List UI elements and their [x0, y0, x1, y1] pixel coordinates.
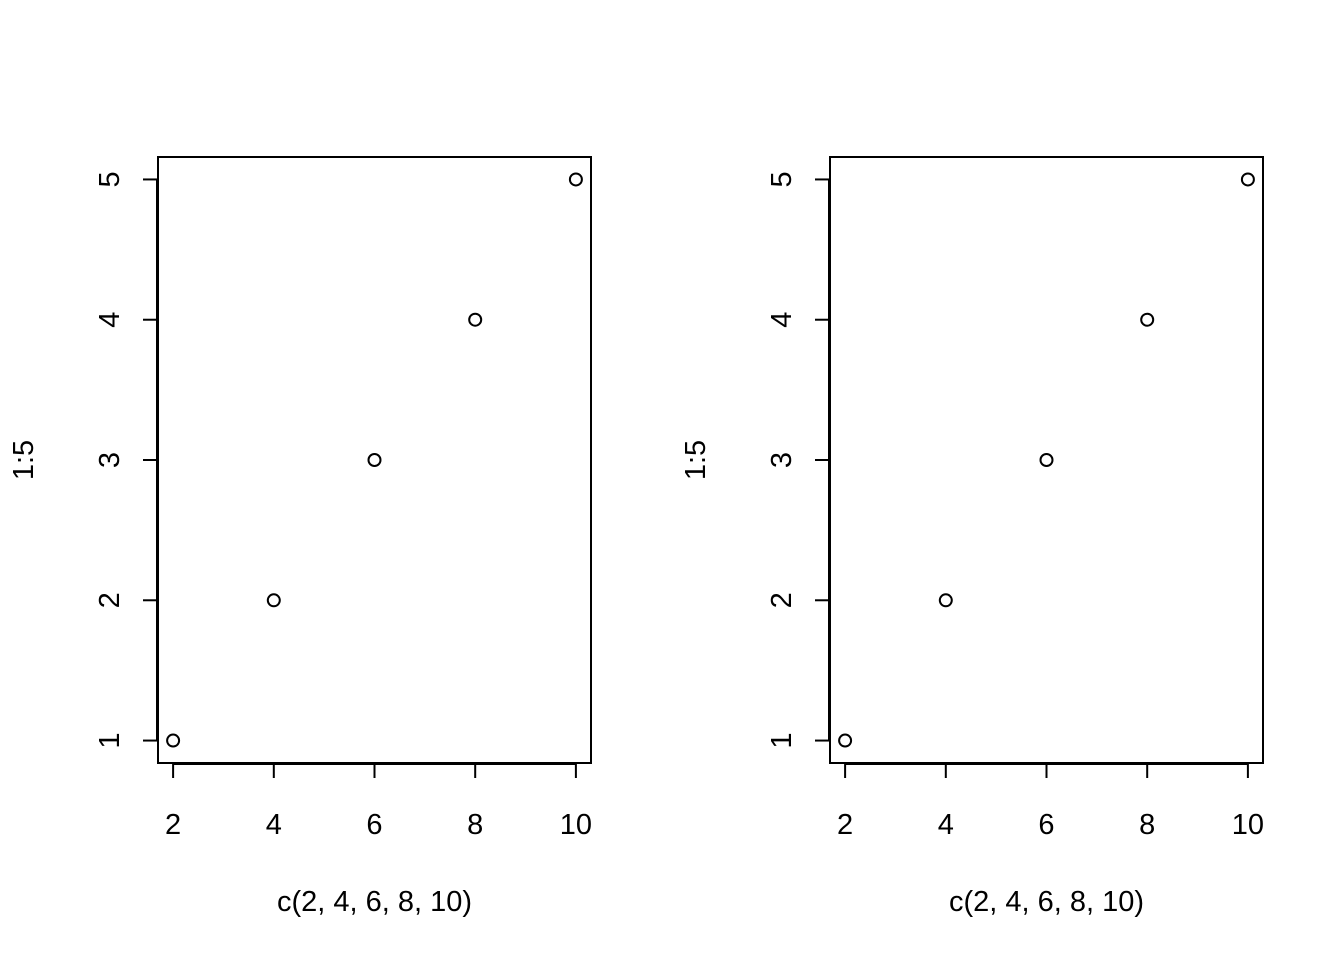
- y-tick-label: 3: [766, 452, 798, 468]
- x-tick-label: 10: [1232, 809, 1264, 841]
- x-tick-label: 8: [467, 809, 483, 841]
- y-tick-label: 5: [94, 171, 126, 187]
- plot-frame: [157, 156, 592, 764]
- data-point: [367, 453, 382, 467]
- x-axis-title: c(2, 4, 6, 8, 10): [277, 886, 472, 918]
- data-point: [568, 172, 583, 187]
- data-point: [1240, 172, 1255, 187]
- y-tick-label: 4: [766, 312, 798, 328]
- x-tick-label: 2: [165, 809, 181, 841]
- y-tick-label: 5: [766, 171, 798, 187]
- x-tick-label: 6: [366, 809, 382, 841]
- y-axis-title: 1:5: [680, 440, 712, 480]
- data-point: [266, 593, 281, 608]
- y-tick-label: 1: [94, 732, 126, 748]
- y-tick-label: 3: [94, 452, 126, 468]
- y-axis-title: 1:5: [8, 440, 40, 480]
- data-point: [468, 312, 483, 327]
- y-tick-label: 2: [766, 592, 798, 608]
- x-tick-label: 8: [1139, 809, 1155, 841]
- data-point: [1039, 453, 1054, 467]
- x-tick-label: 6: [1038, 809, 1054, 841]
- y-tick-label: 1: [766, 732, 798, 748]
- y-tick-label: 4: [94, 312, 126, 328]
- x-tick-label: 2: [837, 809, 853, 841]
- data-point: [166, 733, 181, 748]
- y-tick-label: 2: [94, 592, 126, 608]
- plot-frame: [829, 156, 1264, 764]
- data-point: [1140, 312, 1155, 327]
- data-point: [938, 593, 953, 608]
- x-tick-label: 4: [938, 809, 954, 841]
- x-tick-label: 4: [266, 809, 282, 841]
- data-point: [838, 733, 853, 748]
- x-axis-title: c(2, 4, 6, 8, 10): [949, 886, 1144, 918]
- x-tick-label: 10: [560, 809, 592, 841]
